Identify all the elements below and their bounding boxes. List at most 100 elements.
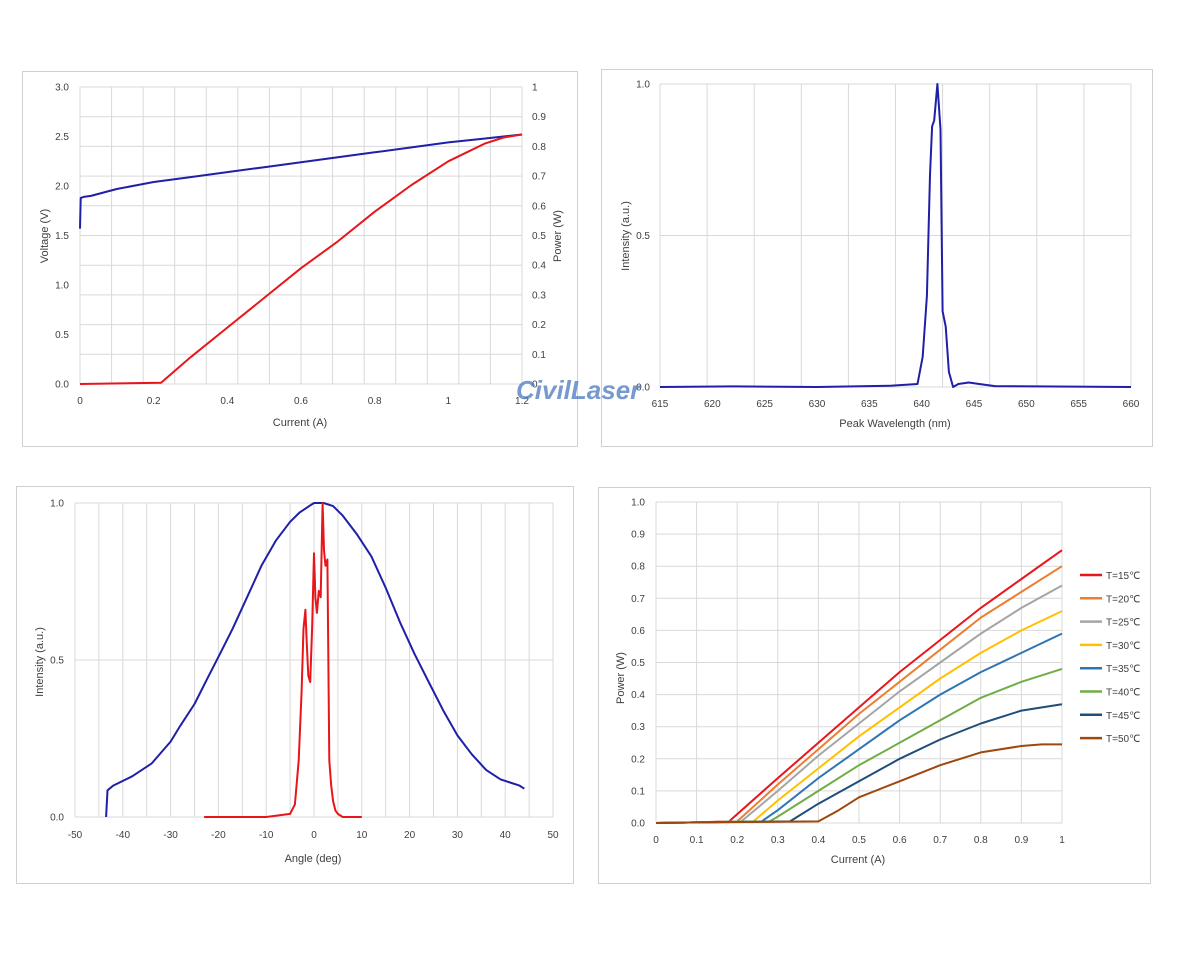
x-tick-label: 1 (1059, 835, 1065, 846)
spectrum-tick-labels: 615 620 625 630 635 640 645 650 655 660 0.0 0.5 1.0 (636, 80, 1140, 411)
y-tick-label: 1.5 (55, 231, 69, 242)
liv-x-axis-label: Current (A) (273, 417, 327, 429)
x-tick-label: -30 (163, 830, 178, 841)
liv-gridlines (79, 86, 523, 385)
y2-tick-label: 0.1 (532, 350, 546, 361)
x-tick-label: 650 (1018, 399, 1035, 410)
x-tick-label: 0.5 (852, 835, 866, 846)
x-tick-label: 0 (77, 396, 83, 407)
x-tick-label: 0 (653, 835, 659, 846)
y-tick-label: 0.4 (631, 690, 645, 701)
legend-entry-label: T=35℃ (1106, 664, 1140, 675)
series-line-far-field-wide (105, 502, 525, 818)
y2-tick-label: 0.2 (532, 320, 546, 331)
liv-tick-labels: 0 0.2 0.4 0.6 0.8 1 1.2 0.0 0.5 1.0 1.5 2.0 2.5 3.0 0 0… (55, 83, 546, 408)
x-tick-label: -40 (116, 830, 131, 841)
x-tick-label: 0.3 (771, 835, 785, 846)
x-tick-label: 635 (861, 399, 878, 410)
panel-far-field-frame (16, 486, 574, 884)
x-tick-label: 640 (913, 399, 930, 410)
panel-far-field: -50 -40 -30 -20 -10 0 10 20 30 40 50 0.0 0.5 1.0 Angl… (16, 486, 574, 884)
x-tick-label: 625 (756, 399, 773, 410)
y-tick-label: 0.0 (636, 383, 650, 394)
y-tick-label: 2.5 (55, 132, 69, 143)
y-tick-label: 1.0 (55, 281, 69, 292)
x-tick-label: -20 (211, 830, 226, 841)
x-tick-label: 40 (500, 830, 512, 841)
temperature-tick-labels: 0 0.1 0.2 0.3 0.4 0.5 0.6 0.7 0.8 0.9 1 0.0 0.1 0.2 0.… (631, 498, 1065, 847)
temperature-series (655, 549, 1063, 824)
x-tick-label: -50 (68, 830, 83, 841)
y-tick-label: 0.1 (631, 786, 645, 797)
y-tick-label: 0.5 (636, 231, 650, 242)
y-tick-label: 1.0 (50, 499, 64, 510)
x-tick-label: 645 (966, 399, 983, 410)
y-tick-label: 0.5 (631, 658, 645, 669)
liv-y-axis-label: Voltage (V) (39, 209, 51, 263)
x-tick-label: 0.2 (730, 835, 744, 846)
legend-entry-label: T=50℃ (1106, 734, 1140, 745)
far-field-y-axis-label: Intensity (a.u.) (34, 627, 46, 697)
y-tick-label: 0.6 (631, 626, 645, 637)
y2-tick-label: 1 (532, 83, 538, 94)
temperature-x-axis-label: Current (A) (831, 854, 885, 866)
x-tick-label: 30 (452, 830, 464, 841)
legend-entry-label: T=20℃ (1106, 594, 1140, 605)
spectrum-y-axis-label: Intensity (a.u.) (620, 201, 632, 271)
y2-tick-label: 0.7 (532, 172, 546, 183)
panel-liv: 0 0.2 0.4 0.6 0.8 1 1.2 0.0 0.5 1.0 1.5 2.0 2.5 3.0 0 0… (22, 71, 578, 447)
y2-tick-label: 0.8 (532, 142, 546, 153)
legend-entry-label: T=15℃ (1106, 571, 1140, 582)
panel-temperature-frame (598, 487, 1151, 884)
x-tick-label: 630 (809, 399, 826, 410)
liv-series (79, 133, 523, 385)
y2-tick-label: 0.6 (532, 201, 546, 212)
far-field-tick-labels: -50 -40 -30 -20 -10 0 10 20 30 40 50 0.0 0.5 1.0 (50, 499, 559, 842)
x-tick-label: 0.8 (974, 835, 988, 846)
y-tick-label: 1.0 (636, 80, 650, 91)
y2-tick-label: 0.5 (532, 231, 546, 242)
y2-tick-label: 0 (532, 380, 538, 391)
x-tick-label: 0.4 (220, 396, 234, 407)
x-tick-label: 1.2 (515, 396, 529, 407)
far-field-x-axis-label: Angle (deg) (285, 853, 342, 865)
panel-spectrum-frame (601, 69, 1153, 447)
y-tick-label: 0.7 (631, 594, 645, 605)
y-tick-label: 0.9 (631, 530, 645, 541)
x-tick-label: 0.2 (147, 396, 161, 407)
x-tick-label: 0.9 (1014, 835, 1028, 846)
y2-tick-label: 0.4 (532, 261, 546, 272)
x-tick-label: 620 (704, 399, 721, 410)
x-tick-label: 0.6 (294, 396, 308, 407)
y-tick-label: 0.0 (55, 380, 69, 391)
temperature-gridlines (655, 501, 1063, 824)
x-tick-label: 10 (356, 830, 368, 841)
watermark-logo: CivilLaser (516, 375, 642, 405)
x-tick-label: 20 (404, 830, 416, 841)
series-line-voltage (79, 133, 523, 229)
x-tick-label: 0.1 (690, 835, 704, 846)
y-tick-label: 0.8 (631, 562, 645, 573)
y2-tick-label: 0.3 (532, 290, 546, 301)
y-tick-label: 0.0 (631, 819, 645, 830)
y-tick-label: 0.5 (55, 330, 69, 341)
temperature-y-axis-label: Power (W) (615, 652, 627, 704)
x-tick-label: 1 (446, 396, 452, 407)
y-tick-label: 0.0 (50, 813, 64, 824)
x-tick-label: 615 (652, 399, 669, 410)
x-tick-label: 655 (1070, 399, 1087, 410)
legend-entry-label: T=40℃ (1106, 688, 1140, 699)
x-tick-label: 50 (547, 830, 559, 841)
far-field-gridlines (74, 502, 554, 818)
spectrum-x-axis-label: Peak Wavelength (nm) (839, 418, 950, 430)
panel-spectrum: 615 620 625 630 635 640 645 650 655 6600.00.51.0 … (601, 69, 1153, 447)
panel-temperature: 0 0.1 0.2 0.3 0.4 0.5 0.6 0.7 0.8 0.9 1 0.0 0.1 0.2 0.… (598, 487, 1151, 884)
y-tick-label: 1.0 (631, 498, 645, 509)
x-tick-label: 0.8 (368, 396, 382, 407)
temperature-legend: T=15℃ T=20℃ T=25℃ T=30℃ T=35℃ T=40℃ T=45℃ T=50℃ (1080, 571, 1140, 745)
x-tick-label: 0.4 (811, 835, 825, 846)
series-line-power (79, 133, 523, 385)
y-tick-label: 0.5 (50, 656, 64, 667)
y2-tick-label: 0.9 (532, 112, 546, 123)
